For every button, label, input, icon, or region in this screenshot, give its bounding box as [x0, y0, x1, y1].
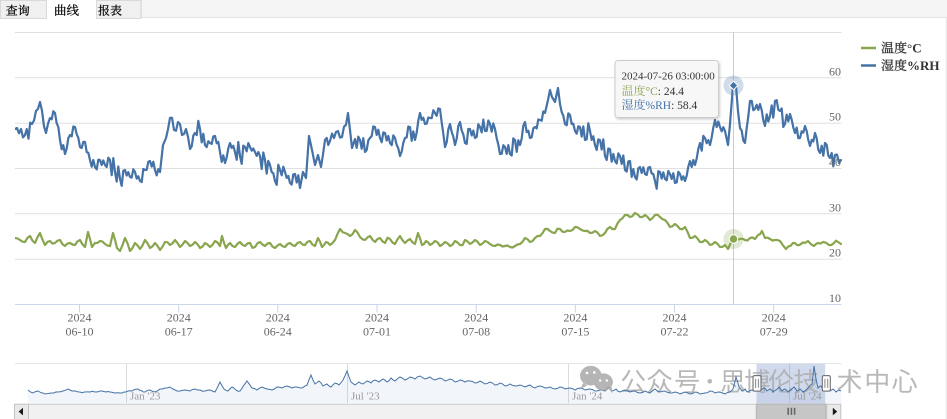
- svg-text:2024: 2024: [266, 311, 290, 325]
- svg-text:07-22: 07-22: [661, 325, 689, 339]
- svg-text:Jan '24: Jan '24: [572, 391, 603, 403]
- svg-text:07-08: 07-08: [462, 325, 490, 339]
- svg-text:2024: 2024: [365, 311, 389, 325]
- svg-text:%RH: %RH: [907, 58, 940, 73]
- svg-text:2024: 2024: [68, 311, 92, 325]
- svg-text:2024: 2024: [464, 311, 488, 325]
- svg-text:07-29: 07-29: [760, 325, 788, 339]
- svg-text:2024: 2024: [563, 311, 587, 325]
- svg-text:10: 10: [829, 291, 841, 305]
- svg-text:Jul '24: Jul '24: [793, 391, 822, 403]
- svg-text:06-17: 06-17: [165, 325, 193, 339]
- svg-text:60: 60: [829, 64, 841, 78]
- svg-text:Jan '23: Jan '23: [130, 391, 161, 403]
- svg-text:Jul '23: Jul '23: [351, 391, 380, 403]
- svg-text:2024: 2024: [663, 311, 687, 325]
- svg-text:06-10: 06-10: [66, 325, 94, 339]
- svg-text:07-01: 07-01: [363, 325, 391, 339]
- svg-text:°C: 24.4: °C: 24.4: [646, 86, 685, 98]
- svg-text:2024-07-26 03:00:00: 2024-07-26 03:00:00: [622, 71, 716, 83]
- svg-text:20: 20: [829, 246, 841, 260]
- svg-text:07-15: 07-15: [561, 325, 589, 339]
- svg-text:30: 30: [829, 200, 841, 214]
- svg-text:%RH: 58.4: %RH: 58.4: [646, 100, 698, 112]
- svg-text:2024: 2024: [167, 311, 191, 325]
- svg-text:40: 40: [829, 155, 841, 169]
- svg-text:06-24: 06-24: [264, 325, 292, 339]
- svg-text:2024: 2024: [762, 311, 786, 325]
- svg-text:°C: °C: [907, 41, 922, 56]
- svg-text:50: 50: [829, 110, 841, 124]
